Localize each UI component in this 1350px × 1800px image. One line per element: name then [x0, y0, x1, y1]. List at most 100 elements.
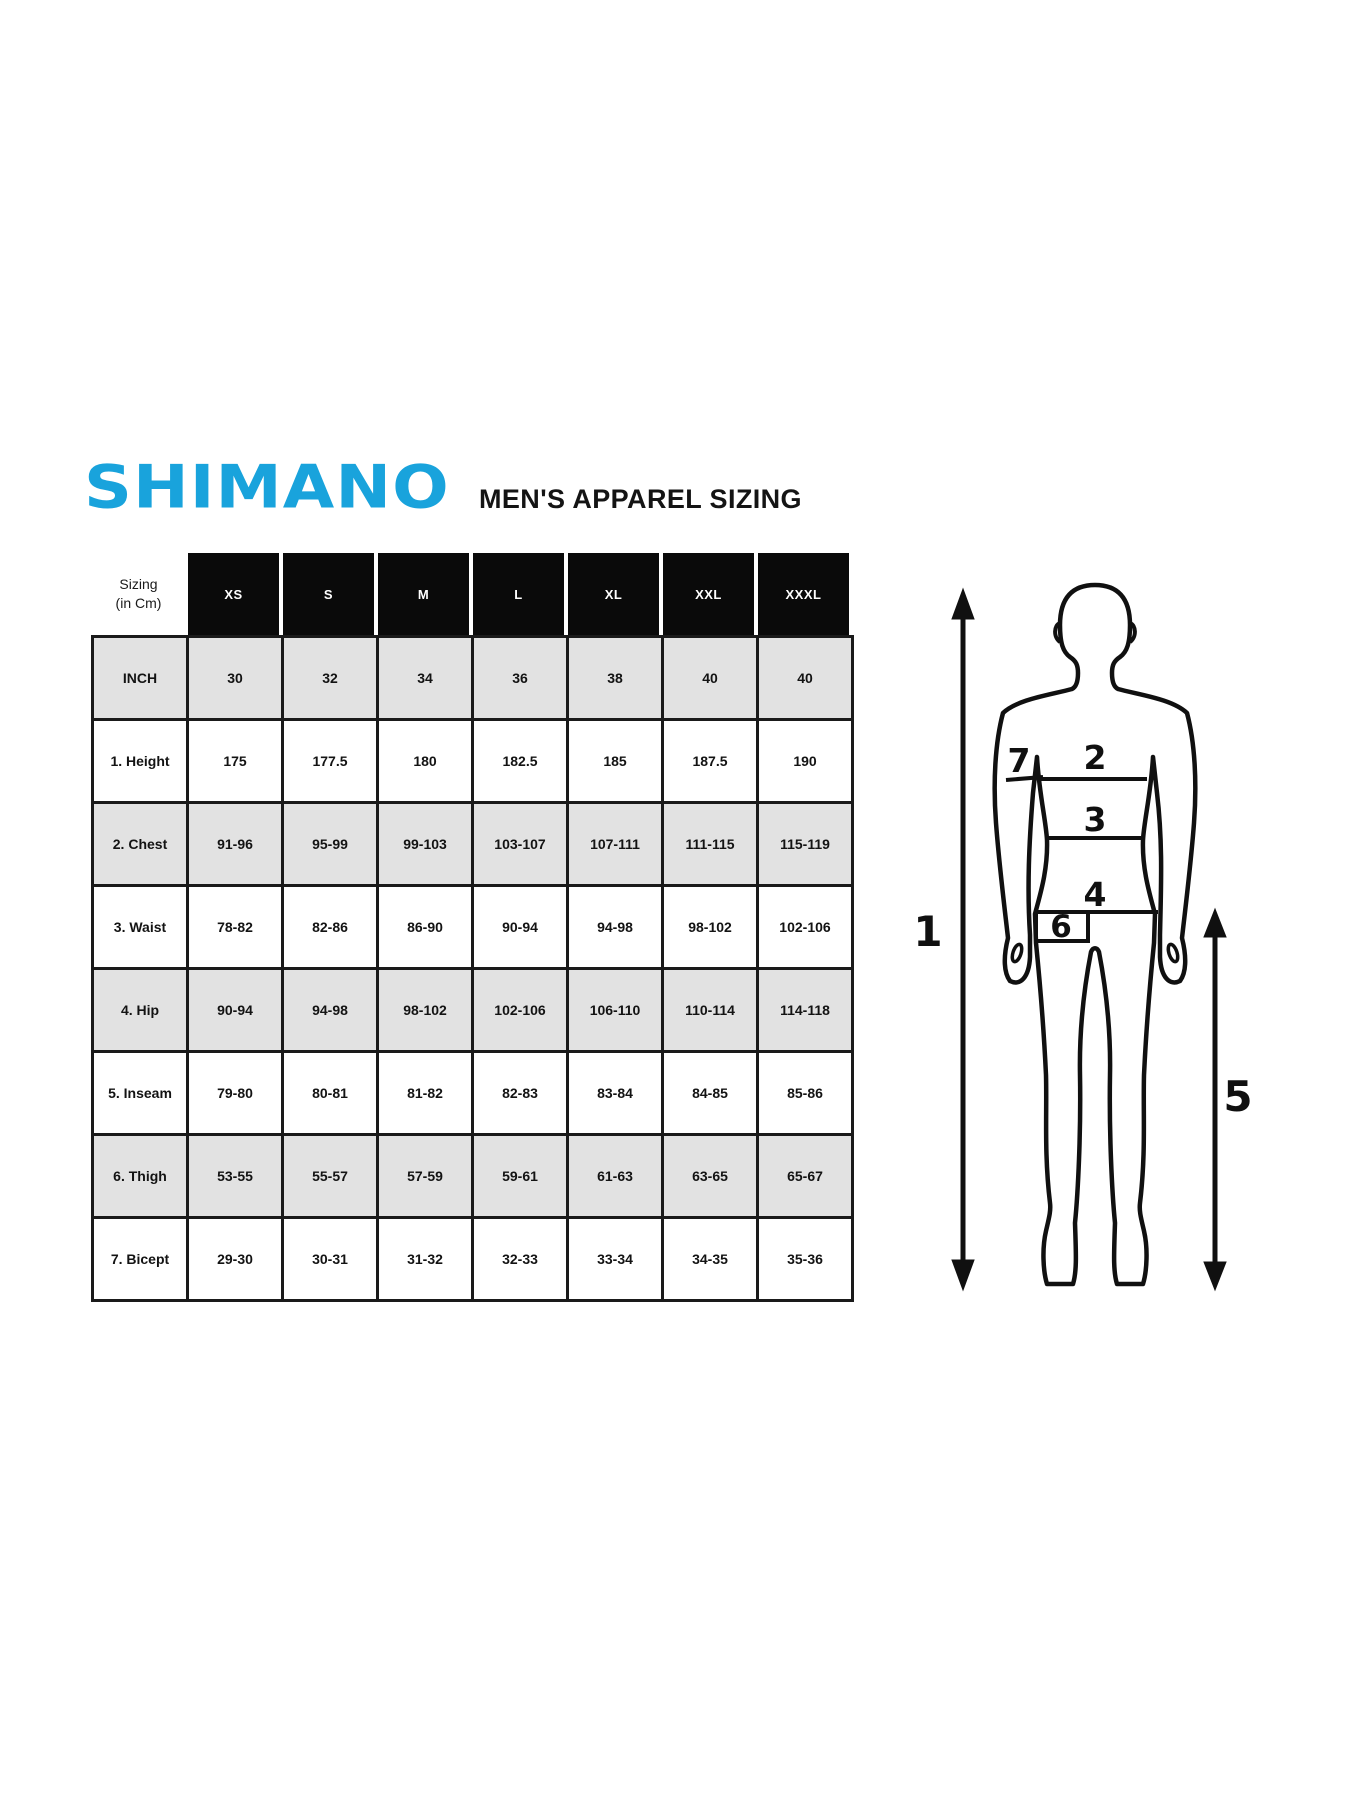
size-table-grid: INCH 30 32 34 36 38 40 40 1. Height 175 177.5 180 18… [91, 635, 854, 1302]
row-label: INCH [91, 635, 189, 721]
table-cell: 90-94 [471, 884, 569, 970]
table-cell: 83-84 [566, 1050, 664, 1136]
table-cell: 182.5 [471, 718, 569, 804]
row-label: 5. Inseam [91, 1050, 189, 1136]
corner-line1: Sizing [119, 576, 158, 593]
row-label: 6. Thigh [91, 1133, 189, 1219]
table-row: 5. Inseam 79-80 80-81 81-82 82-83 83-84 84-85 8… [91, 1050, 854, 1136]
table-cell: 57-59 [376, 1133, 474, 1219]
height-arrow [951, 587, 975, 1292]
table-cell: 94-98 [281, 967, 379, 1053]
figure-label-hip: 4 [1084, 875, 1107, 914]
table-cell: 80-81 [281, 1050, 379, 1136]
bicep-line [1005, 775, 1044, 782]
table-cell: 102-106 [471, 967, 569, 1053]
table-cell: 85-86 [756, 1050, 854, 1136]
body-silhouette [992, 582, 1198, 1287]
size-table-body: INCH 30 32 34 36 38 40 40 1. Height 175 177.5 180 18… [91, 635, 854, 1302]
table-cell: 38 [566, 635, 664, 721]
size-header-row: Sizing (in Cm) XS S M L XL XXL XXXL [91, 553, 852, 635]
table-cell: 33-34 [566, 1216, 664, 1302]
table-cell: 95-99 [281, 801, 379, 887]
size-header-cell: L [473, 553, 564, 635]
table-cell: 106-110 [566, 967, 664, 1053]
figure-label-thigh: 6 [1050, 909, 1072, 945]
page-title: MEN'S APPAREL SIZING [479, 484, 802, 514]
table-cell: 114-118 [756, 967, 854, 1053]
table-cell: 81-82 [376, 1050, 474, 1136]
figure-label-inseam: 5 [1223, 1072, 1252, 1121]
table-cell: 185 [566, 718, 664, 804]
table-cell: 30-31 [281, 1216, 379, 1302]
table-cell: 110-114 [661, 967, 759, 1053]
inseam-arrow [1203, 907, 1227, 1292]
table-cell: 102-106 [756, 884, 854, 970]
row-label: 1. Height [91, 718, 189, 804]
table-cell: 31-32 [376, 1216, 474, 1302]
table-cell: 82-86 [281, 884, 379, 970]
table-cell: 99-103 [376, 801, 474, 887]
table-row: 3. Waist 78-82 82-86 86-90 90-94 94-98 98-102 1… [91, 884, 854, 970]
right-ear-icon [1128, 621, 1137, 644]
figure-label-bicep: 7 [1008, 741, 1031, 780]
table-cell: 55-57 [281, 1133, 379, 1219]
table-row: 6. Thigh 53-55 55-57 57-59 59-61 61-63 63-65 65… [91, 1133, 854, 1219]
table-cell: 187.5 [661, 718, 759, 804]
table-cell: 79-80 [186, 1050, 284, 1136]
corner-line2: (in Cm) [115, 595, 162, 611]
table-cell: 177.5 [281, 718, 379, 804]
size-header-cell: XL [568, 553, 659, 635]
size-header-cell: S [283, 553, 374, 635]
table-cell: 29-30 [186, 1216, 284, 1302]
table-cell: 111-115 [661, 801, 759, 887]
table-cell: 34-35 [661, 1216, 759, 1302]
table-cell: 63-65 [661, 1133, 759, 1219]
left-thumb-icon [1010, 942, 1024, 964]
table-cell: 36 [471, 635, 569, 721]
table-cell: 59-61 [471, 1133, 569, 1219]
table-cell: 65-67 [756, 1133, 854, 1219]
table-cell: 86-90 [376, 884, 474, 970]
row-label: 3. Waist [91, 884, 189, 970]
figure-label-height: 1 [913, 907, 942, 956]
table-cell: 32-33 [471, 1216, 569, 1302]
sizing-table: Sizing (in Cm) XS S M L XL XXL XXXL INCH 30 32 34… [91, 553, 854, 1302]
row-label: 4. Hip [91, 967, 189, 1053]
table-cell: 61-63 [566, 1133, 664, 1219]
table-row: 2. Chest 91-96 95-99 99-103 103-107 107-111 11… [91, 801, 854, 887]
table-row: 7. Bicept 29-30 30-31 31-32 32-33 33-34 34-35 3… [91, 1216, 854, 1302]
size-header-cell: XXL [663, 553, 754, 635]
table-cell: 115-119 [756, 801, 854, 887]
figure-label-waist: 3 [1084, 800, 1107, 839]
table-cell: 30 [186, 635, 284, 721]
table-row: 1. Height 175 177.5 180 182.5 185 187.5 190 [91, 718, 854, 804]
right-thumb-icon [1166, 942, 1180, 964]
table-cell: 175 [186, 718, 284, 804]
table-cell: 53-55 [186, 1133, 284, 1219]
table-cell: 40 [661, 635, 759, 721]
table-cell: 34 [376, 635, 474, 721]
size-header-cell: XS [188, 553, 279, 635]
table-cell: 78-82 [186, 884, 284, 970]
row-label: 7. Bicept [91, 1216, 189, 1302]
corner-label: Sizing (in Cm) [91, 553, 186, 635]
shimano-logo: SHIMANO [84, 453, 450, 523]
body-measurement-diagram: 1 2 3 4 5 6 7 [913, 582, 1253, 1292]
table-cell: 90-94 [186, 967, 284, 1053]
table-cell: 32 [281, 635, 379, 721]
row-label: 2. Chest [91, 801, 189, 887]
table-row: INCH 30 32 34 36 38 40 40 [91, 635, 854, 721]
table-cell: 190 [756, 718, 854, 804]
size-header-cell: M [378, 553, 469, 635]
table-row: 4. Hip 90-94 94-98 98-102 102-106 106-110 110-… [91, 967, 854, 1053]
table-cell: 98-102 [661, 884, 759, 970]
table-cell: 180 [376, 718, 474, 804]
table-cell: 91-96 [186, 801, 284, 887]
left-ear-icon [1053, 621, 1062, 644]
table-cell: 84-85 [661, 1050, 759, 1136]
size-header-cell: XXXL [758, 553, 849, 635]
table-cell: 107-111 [566, 801, 664, 887]
table-cell: 82-83 [471, 1050, 569, 1136]
table-cell: 35-36 [756, 1216, 854, 1302]
